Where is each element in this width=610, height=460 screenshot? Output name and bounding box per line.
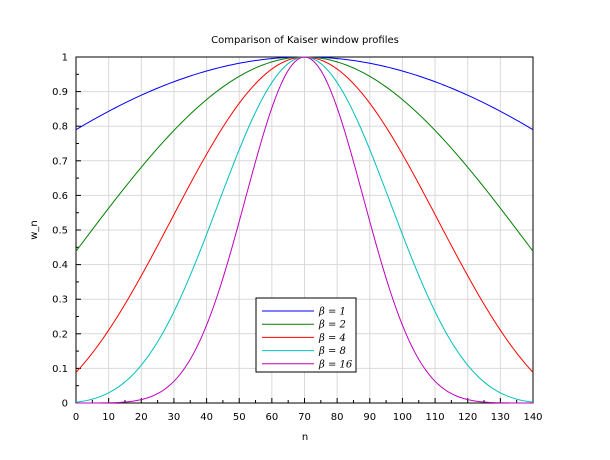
y-tick-label: 0.6 — [52, 191, 68, 202]
x-tick-label: 100 — [393, 412, 412, 423]
series-line-beta-16 — [76, 56, 533, 404]
x-tick-label: 50 — [233, 412, 246, 423]
legend-box — [255, 297, 357, 373]
y-tick-label: 1 — [62, 53, 68, 64]
x-tick-label: 10 — [102, 412, 115, 423]
x-tick-label: 20 — [135, 412, 148, 423]
y-tick-label: 0.2 — [52, 329, 68, 340]
y-tick-label: 0.1 — [52, 364, 68, 375]
x-tick-label: 80 — [331, 412, 344, 423]
x-tick-label: 110 — [426, 412, 445, 423]
x-axis-title: n — [302, 432, 308, 443]
x-tick-labels: 0 10 20 30 40 50 60 70 80 90 100 110 120 130 140 — [73, 412, 543, 423]
legend-label-beta-4: β = 4 — [318, 333, 346, 344]
legend: β = 1 β = 2 β = 4 β = 8 β = 16 — [255, 297, 357, 373]
y-tick-label: 0 — [62, 399, 68, 410]
x-tick-label: 70 — [298, 412, 311, 423]
chart-title: Comparison of Kaiser window profiles — [211, 35, 399, 46]
x-tick-label: 90 — [363, 412, 376, 423]
y-tick-label: 0.3 — [52, 295, 68, 306]
x-tick-label: 40 — [200, 412, 213, 423]
x-tick-label: 30 — [168, 412, 181, 423]
legend-label-beta-2: β = 2 — [318, 320, 346, 331]
y-tick-labels: 0 0.1 0.2 0.3 0.4 0.5 0.6 0.7 0.8 0.9 1 — [52, 53, 68, 410]
y-tick-label: 0.7 — [52, 156, 68, 167]
y-tick-label: 0.8 — [52, 122, 68, 133]
x-tick-label: 140 — [523, 412, 542, 423]
y-tick-label: 0.5 — [52, 226, 68, 237]
y-tick-label: 0.4 — [52, 260, 68, 271]
series-layer — [75, 56, 534, 404]
x-tick-label: 130 — [491, 412, 510, 423]
x-tick-label: 60 — [265, 412, 278, 423]
x-tick-label: 120 — [458, 412, 477, 423]
legend-label-beta-1: β = 1 — [318, 307, 346, 318]
legend-label-beta-16: β = 16 — [318, 359, 353, 370]
y-axis-title: w_n — [29, 220, 40, 240]
y-tick-label: 0.9 — [52, 87, 68, 98]
x-tick-label: 0 — [73, 412, 79, 423]
legend-label-beta-8: β = 8 — [318, 346, 346, 357]
